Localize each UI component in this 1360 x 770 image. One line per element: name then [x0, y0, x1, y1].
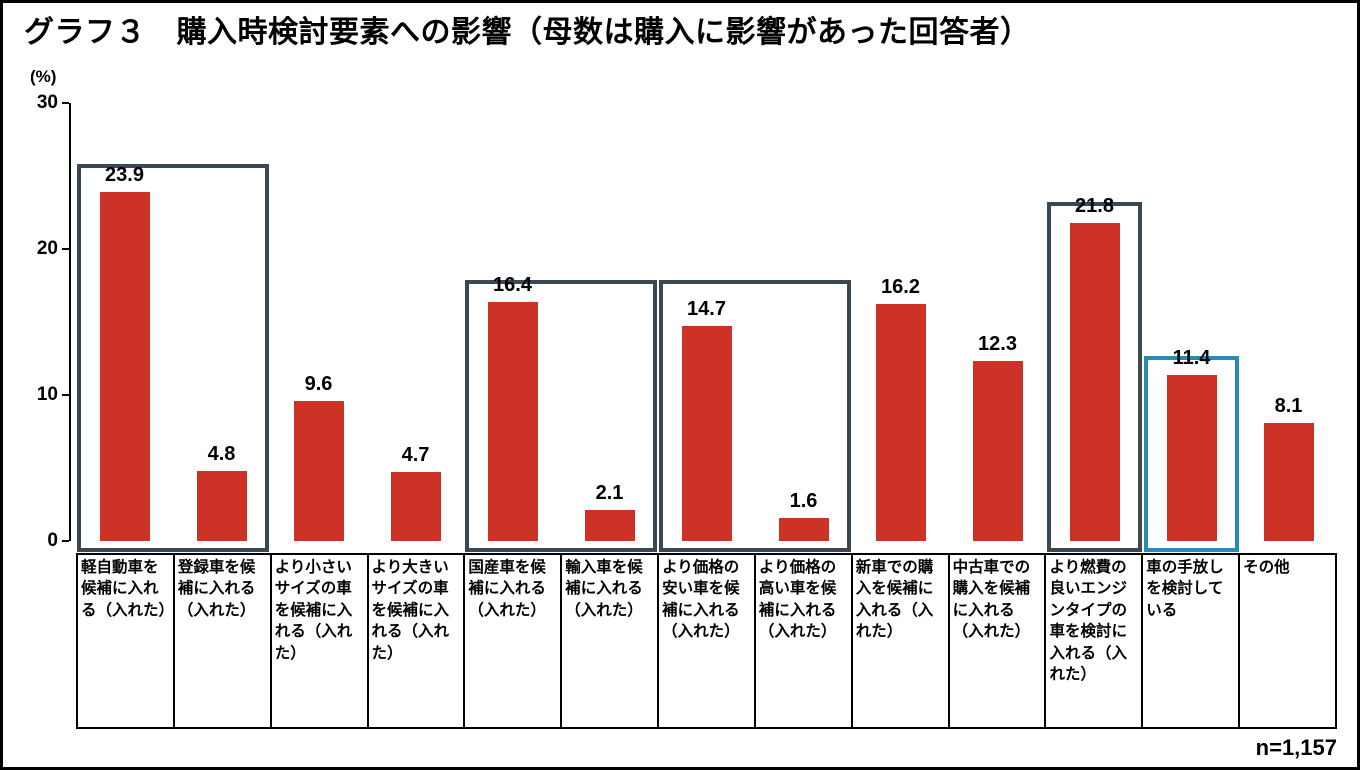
- highlight-outline-box: [659, 279, 851, 552]
- bar: [390, 472, 441, 541]
- bar-value-label: 1.6: [789, 489, 818, 512]
- bar-value-label: 2.1: [595, 482, 624, 505]
- category-label-cell: より小さいサイズの車を候補に入れる（入れた）: [269, 555, 367, 727]
- highlight-outline-box: [1144, 355, 1239, 552]
- bar: [1263, 422, 1314, 541]
- y-axis-tick: [62, 102, 69, 104]
- category-label-cell: より大きいサイズの車を候補に入れる（入れた）: [366, 555, 464, 727]
- category-label-cell: 登録車を候補に入れる（入れた）: [172, 555, 270, 727]
- highlight-outline-box: [1047, 202, 1142, 552]
- category-label-cell: より燃費の良いエンジンタイプの車を検討に入れる（入れた）: [1044, 555, 1141, 727]
- bar: [196, 470, 247, 541]
- category-label-cell: 輸入車を候補に入れる（入れた）: [560, 555, 657, 727]
- y-axis-tick: [62, 540, 69, 542]
- bar-value-label: 21.8: [1075, 194, 1114, 217]
- category-label-cell: 車の手放しを検討している: [1141, 555, 1238, 727]
- bar-value-label: 9.6: [304, 372, 333, 395]
- bar-value-label: 23.9: [105, 164, 144, 187]
- y-axis-tick-label: 10: [36, 384, 58, 405]
- y-axis-tick-label: 0: [47, 530, 58, 551]
- highlight-outline-box: [465, 279, 657, 552]
- bar-value-label: 4.7: [401, 444, 430, 467]
- bar: [778, 517, 829, 541]
- category-label-cell: 国産車を候補に入れる（入れた）: [463, 555, 560, 727]
- y-axis-tick-label: 30: [36, 92, 58, 113]
- bar: [972, 361, 1023, 541]
- bar-value-label: 8.1: [1274, 394, 1303, 417]
- category-label-cell: 新車での購入を候補に入れる（入れた）: [850, 555, 948, 727]
- y-axis-unit-label: (%): [30, 67, 57, 86]
- bar: [681, 326, 732, 541]
- bar-value-label: 16.2: [881, 276, 920, 299]
- category-label-table: 軽自動車を候補に入れる（入れた） 登録車を候補に入れる（入れた） より小さいサイズの…: [76, 553, 1337, 729]
- category-label-cell: より価格の安い車を候補に入れる（入れた）: [657, 555, 754, 727]
- bar: [293, 400, 344, 541]
- highlight-outline-box: [77, 164, 269, 552]
- bar-value-label: 14.7: [687, 298, 726, 321]
- chart-title: グラフ３ 購入時検討要素への影響（母数は購入に影響があった回答者）: [24, 16, 1031, 49]
- category-label-cell: 軽自動車を候補に入れる（入れた）: [81, 559, 173, 619]
- category-label-cell: 中古車での購入を候補に入れる（入れた）: [947, 555, 1045, 727]
- sample-size-note: n=1,157: [1255, 735, 1337, 760]
- bar: [487, 301, 538, 541]
- y-axis-line: [69, 103, 71, 541]
- bar: [99, 192, 150, 541]
- bar: [1069, 222, 1120, 541]
- y-axis-tick: [62, 394, 69, 396]
- bar-value-label: 16.4: [493, 273, 532, 296]
- bar-value-label: 11.4: [1172, 346, 1211, 369]
- category-label-cell: その他: [1238, 555, 1335, 727]
- y-axis-tick-label: 20: [36, 238, 58, 259]
- y-axis-tick: [62, 248, 69, 250]
- bar: [584, 510, 635, 541]
- bar: [875, 304, 926, 541]
- bar-value-label: 12.3: [978, 333, 1017, 356]
- bar-value-label: 4.8: [207, 442, 236, 465]
- category-label-cell: より価格の高い車を候補に入れる（入れた）: [753, 555, 851, 727]
- bar: [1166, 374, 1217, 541]
